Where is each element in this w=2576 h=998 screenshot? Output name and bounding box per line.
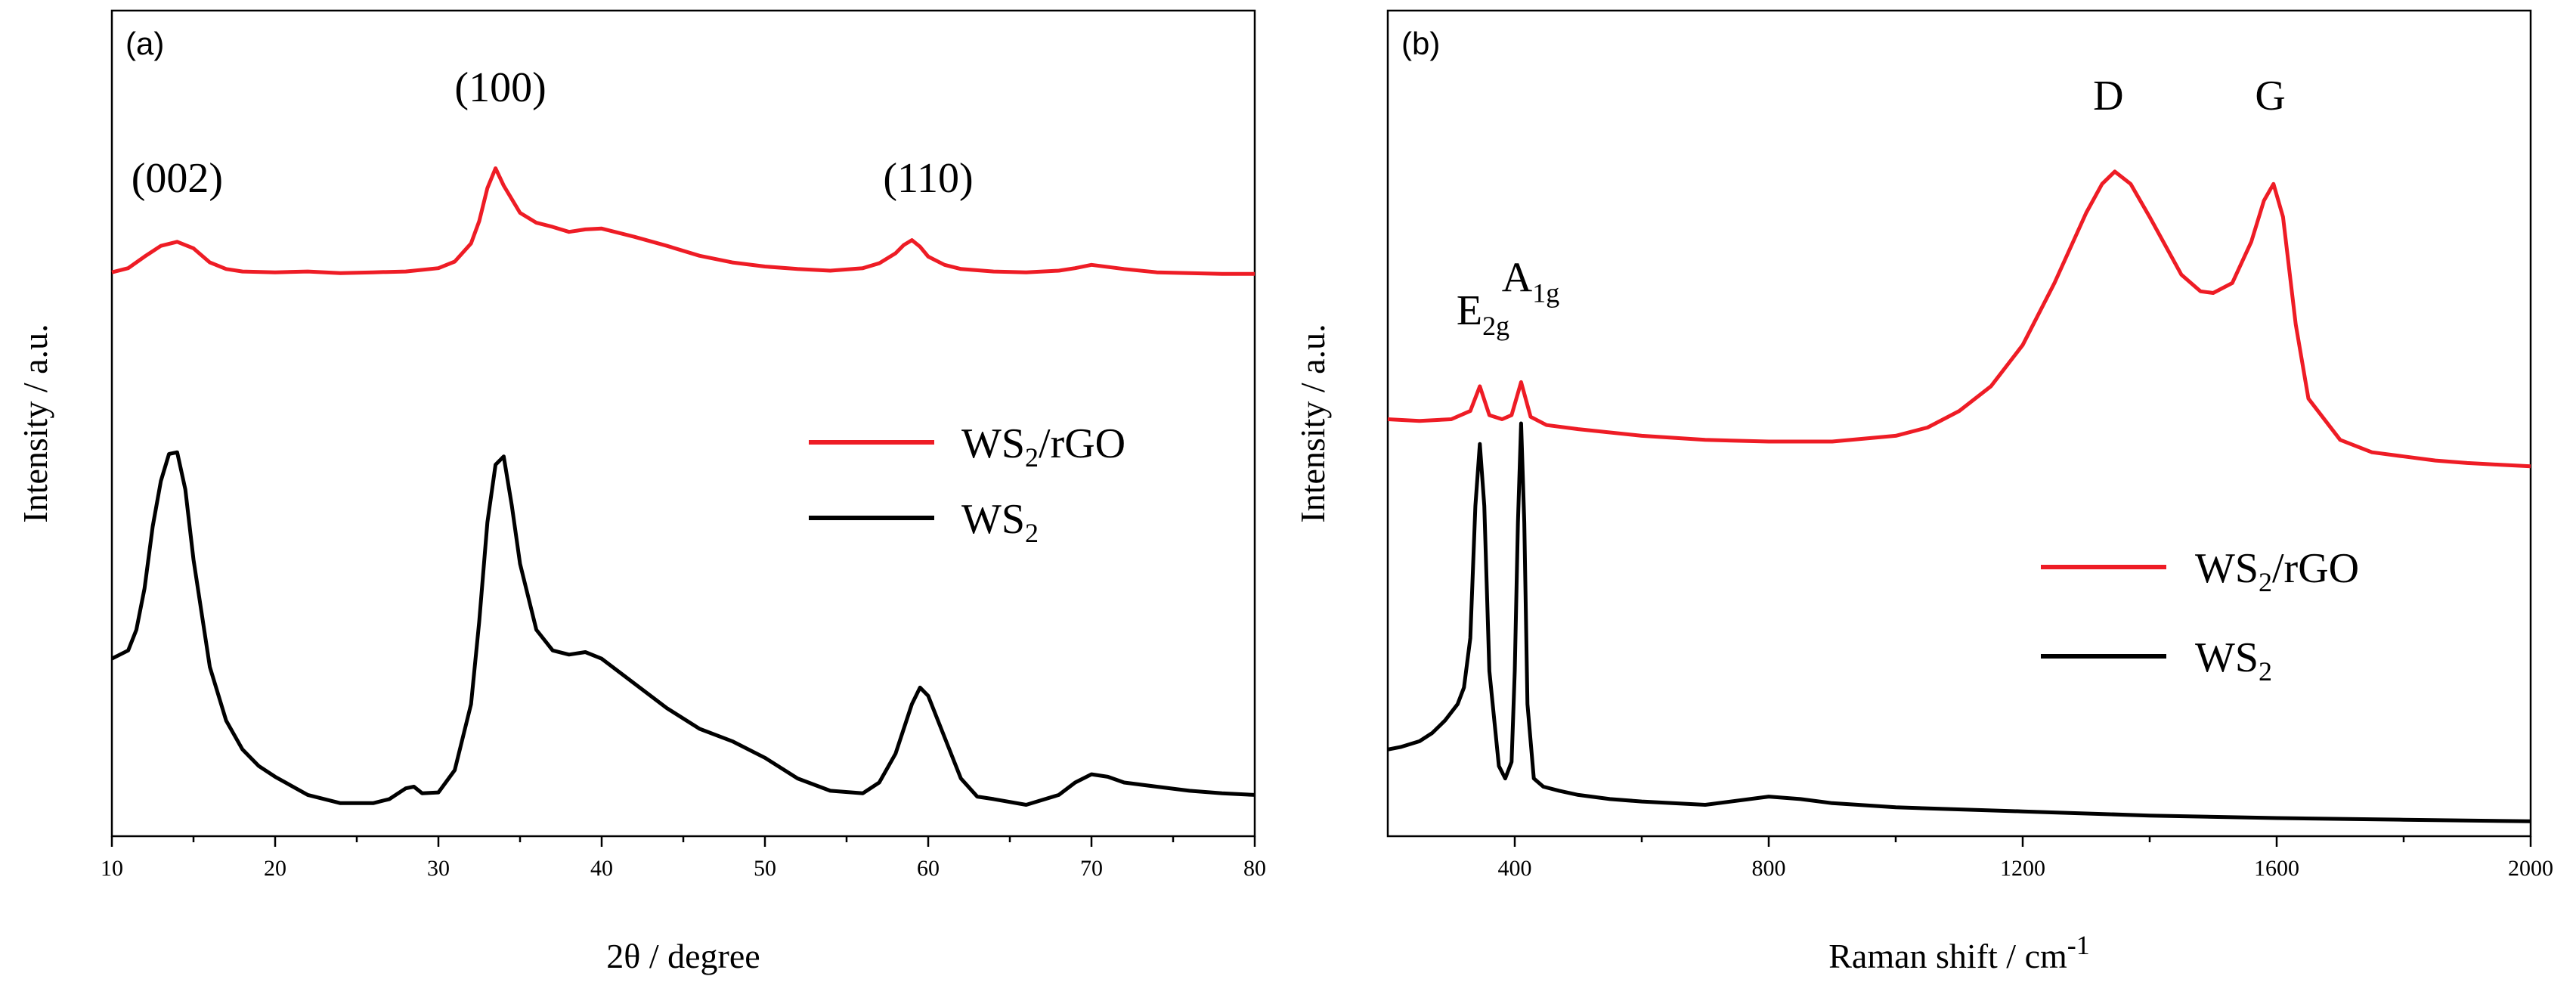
series-line-b-ws2-rgo [1387, 169, 2531, 469]
panel-label-b: (b) [1401, 26, 1440, 61]
series-line-a-ws2-rgo [111, 166, 1255, 276]
x-tick-label-a-30: 30 [427, 856, 450, 881]
x-tick-label-a-80: 80 [1243, 856, 1266, 881]
peak-label-b-2: D [2093, 73, 2123, 119]
peak-label-a-2: (110) [883, 155, 973, 202]
series-line-a-ws2 [110, 450, 1255, 807]
peak-label-b-3: G [2255, 73, 2285, 119]
legend-label-ws2-rgo-a: WS2/rGO [961, 420, 1125, 473]
series-line-b-ws2 [1387, 421, 2531, 823]
y-axis-label-b: Intensity / a.u. [1293, 324, 1332, 522]
x-axis-label-a: 2θ / degree [606, 937, 760, 975]
x-tick-label-a-70: 70 [1080, 856, 1103, 881]
x-ticks-b: 400 800 1200 1600 2000 [1498, 836, 2553, 881]
x-tick-label-a-60: 60 [917, 856, 940, 881]
x-ticks-a: 10 20 30 40 50 60 70 80 [101, 836, 1266, 881]
legend-label-ws2-a: WS2 [961, 496, 1039, 548]
peak-label-a-1: (100) [454, 64, 546, 111]
x-tick-label-a-40: 40 [590, 856, 613, 881]
peak-label-a-0: (002) [132, 155, 223, 202]
panel-a: 10 20 30 40 50 60 70 80 (002) (100) (110) (a) 2θ … [16, 9, 1266, 975]
legend-label-ws2-rgo-b: WS2/rGO [2195, 545, 2359, 597]
legend-label-ws2-b: WS2 [2195, 634, 2272, 687]
x-tick-label-b-2000: 2000 [2508, 856, 2553, 881]
plot-frame-b [1386, 9, 2532, 838]
y-axis-label-a: Intensity / a.u. [16, 324, 54, 522]
x-tick-label-a-10: 10 [101, 856, 123, 881]
x-axis-label-b: Raman shift / cm-1 [1828, 930, 2090, 975]
x-tick-label-b-1600: 1600 [2254, 856, 2299, 881]
peak-label-b-0: E2g [1457, 287, 1509, 341]
x-tick-label-b-800: 800 [1752, 856, 1786, 881]
legend-b: WS2/rGO WS2 [2041, 545, 2359, 687]
panel-label-a: (a) [125, 26, 164, 61]
x-tick-label-b-400: 400 [1498, 856, 1532, 881]
x-tick-label-a-20: 20 [264, 856, 286, 881]
x-tick-label-b-1200: 1200 [2000, 856, 2045, 881]
series-group-a [110, 166, 1255, 807]
x-tick-label-a-50: 50 [754, 856, 776, 881]
series-group-b [1387, 169, 2531, 823]
peak-label-b-1: A1g [1502, 254, 1559, 308]
peak-annotations-a: (002) (100) (110) [132, 64, 974, 202]
legend-a: WS2/rGO WS2 [809, 420, 1125, 548]
